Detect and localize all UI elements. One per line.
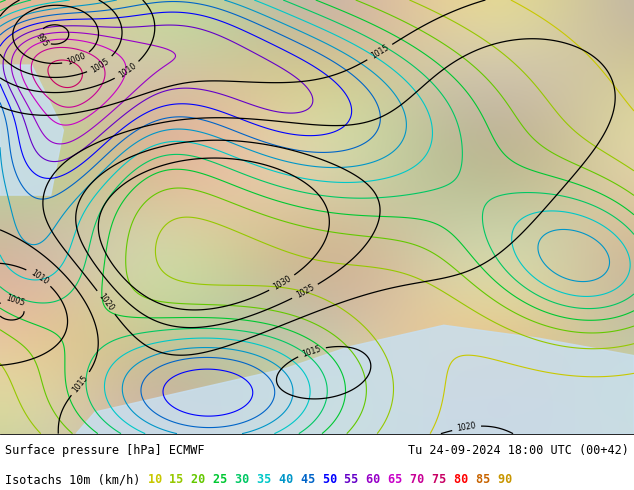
Text: 35: 35	[257, 473, 278, 487]
Text: 1025: 1025	[294, 283, 316, 300]
Text: 1015: 1015	[369, 43, 391, 61]
Text: 1030: 1030	[271, 274, 293, 292]
Text: 90: 90	[498, 473, 519, 487]
Text: 30: 30	[235, 473, 256, 487]
Text: 55: 55	[344, 473, 366, 487]
Text: 1005: 1005	[4, 294, 25, 308]
Text: 1005: 1005	[89, 56, 111, 74]
Text: 45: 45	[301, 473, 322, 487]
Text: 25: 25	[213, 473, 235, 487]
Text: 75: 75	[432, 473, 453, 487]
Text: 20: 20	[191, 473, 212, 487]
Text: 40: 40	[279, 473, 300, 487]
Text: 60: 60	[366, 473, 387, 487]
Text: 1000: 1000	[66, 52, 87, 67]
Text: 10: 10	[148, 473, 169, 487]
Text: 1015: 1015	[301, 344, 322, 359]
Text: 1020: 1020	[96, 292, 115, 313]
Text: 80: 80	[454, 473, 475, 487]
Text: 1015: 1015	[71, 373, 90, 394]
Text: 1020: 1020	[456, 421, 477, 434]
Text: 70: 70	[410, 473, 431, 487]
Text: Tu 24-09-2024 18:00 UTC (00+42): Tu 24-09-2024 18:00 UTC (00+42)	[408, 444, 629, 457]
Text: 65: 65	[388, 473, 410, 487]
Polygon shape	[0, 65, 63, 195]
Text: 85: 85	[476, 473, 497, 487]
Text: 15: 15	[169, 473, 191, 487]
Text: Surface pressure [hPa] ECMWF: Surface pressure [hPa] ECMWF	[5, 444, 205, 457]
Text: 995: 995	[34, 31, 51, 48]
Text: Isotachs 10m (km/h): Isotachs 10m (km/h)	[5, 473, 148, 487]
Text: 1010: 1010	[29, 268, 49, 286]
Text: 50: 50	[323, 473, 344, 487]
Polygon shape	[76, 325, 634, 434]
Text: 1010: 1010	[117, 61, 138, 80]
